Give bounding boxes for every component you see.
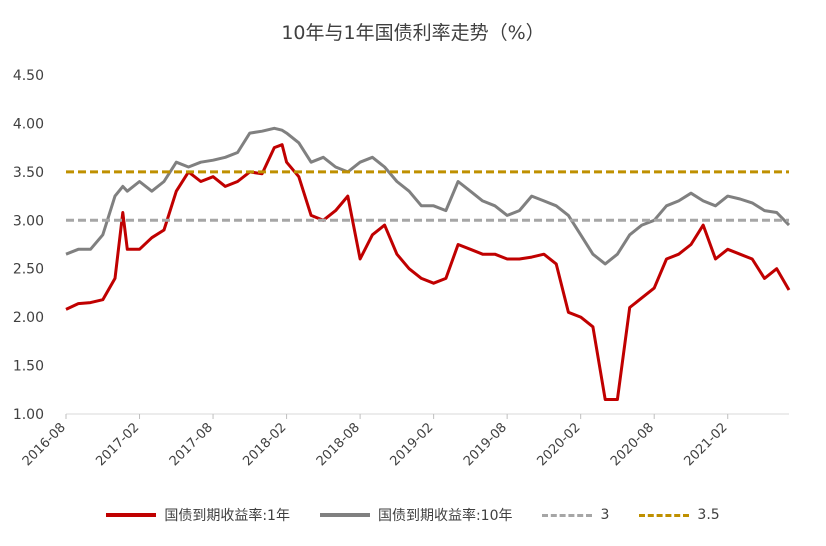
legend-swatch-1 (319, 513, 370, 517)
legend-label-0: 国债到期收益率:1年 (164, 508, 290, 524)
legend-swatch-3 (639, 513, 690, 517)
x-tick-label-3: 2018-02 (240, 420, 289, 469)
x-tick-label-4: 2018-08 (314, 420, 363, 469)
x-tick-label-7: 2020-02 (534, 420, 583, 469)
legend: 国债到期收益率:1年 国债到期收益率:10年 3 3.5 (0, 505, 826, 525)
series-line-1 (65, 126, 791, 266)
x-tick-label-0: 2016-08 (20, 420, 69, 469)
x-tick-label-6: 2019-08 (461, 420, 510, 469)
y-tick-label-5: 3.50 (13, 165, 44, 181)
x-tick-label-9: 2021-02 (682, 420, 731, 469)
y-tick-label-2: 2.00 (13, 310, 44, 326)
legend-label-3: 3.5 (697, 507, 720, 523)
y-tick-label-4: 3.00 (13, 213, 44, 229)
x-tick-label-5: 2019-02 (387, 420, 436, 469)
y-tick-label-0: 1.00 (13, 407, 44, 423)
x-tick-label-8: 2020-08 (608, 420, 657, 469)
x-tick-label-1: 2017-02 (93, 420, 142, 469)
legend-label-2: 3 (600, 507, 610, 523)
x-tick-label-2: 2017-08 (167, 420, 216, 469)
legend-item-2: 3 (542, 505, 609, 525)
legend-item-1: 国债到期收益率:10年 (319, 505, 513, 525)
y-tick-label-6: 4.00 (13, 116, 44, 132)
legend-label-1: 国债到期收益率:10年 (377, 508, 513, 524)
y-tick-label-7: 4.50 (13, 68, 44, 84)
series-line-0 (65, 143, 791, 401)
y-tick-label-3: 2.50 (13, 262, 44, 278)
chart-title: 10年与1年国债利率走势（%） (281, 22, 545, 44)
legend-item-3: 3.5 (639, 505, 720, 525)
legend-swatch-0 (106, 513, 157, 517)
legend-item-0: 国债到期收益率:1年 (106, 505, 290, 525)
y-tick-label-1: 1.50 (13, 359, 44, 375)
legend-swatch-2 (542, 513, 593, 517)
